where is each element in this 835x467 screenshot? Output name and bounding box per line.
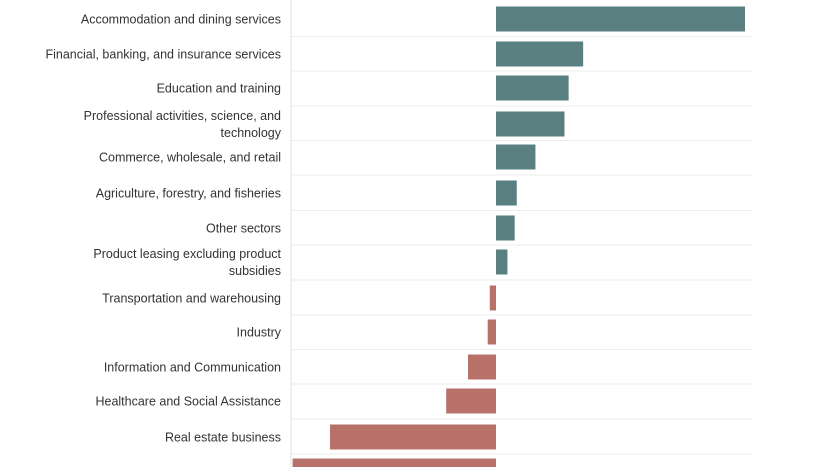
category-label: Commerce, wholesale, and retail	[99, 151, 281, 165]
bar	[292, 458, 496, 467]
bar	[496, 249, 508, 275]
bar	[467, 354, 496, 380]
category-label: Real estate business	[165, 431, 281, 445]
bar	[446, 388, 496, 414]
bar	[496, 75, 569, 101]
category-label: Education and training	[157, 82, 281, 96]
category-label: Professional activities, science, and tec…	[84, 109, 282, 140]
bar	[496, 215, 515, 241]
category-labels: Accommodation and dining services Financi…	[45, 13, 281, 445]
category-label: Transportation and warehousing	[102, 292, 281, 306]
bar	[496, 41, 584, 67]
category-label: Healthcare and Social Assistance	[95, 395, 281, 409]
category-label: Industry	[237, 326, 282, 340]
category-label: Agriculture, forestry, and fisheries	[96, 187, 281, 201]
bar	[496, 180, 517, 206]
category-label: Other sectors	[206, 222, 281, 236]
bar	[330, 424, 496, 450]
bars	[292, 6, 745, 467]
bar	[489, 285, 496, 311]
category-label: Financial, banking, and insurance servic…	[45, 48, 281, 62]
bar	[496, 144, 536, 170]
category-label: Information and Communication	[104, 361, 281, 375]
category-label: Product leasing excluding product subsidi…	[93, 247, 281, 278]
bar	[496, 6, 745, 32]
grid-layer	[290, 0, 752, 467]
bar	[496, 111, 565, 137]
bar	[487, 319, 496, 345]
category-label: Accommodation and dining services	[81, 13, 281, 27]
